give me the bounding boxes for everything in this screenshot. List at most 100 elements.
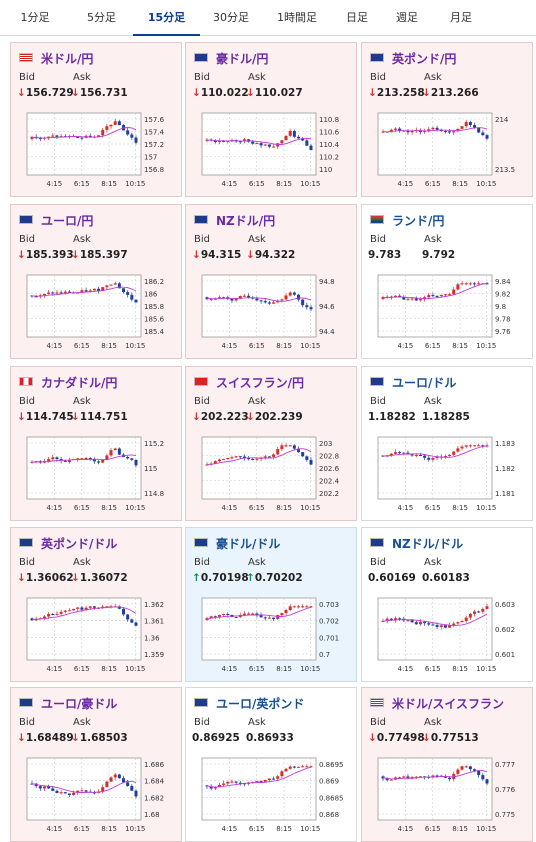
pair-label[interactable]: 豪ドル/ドル [216, 537, 281, 551]
pair-name[interactable]: NZドル/ドル [370, 535, 463, 551]
currency-card[interactable]: ユーロ/豪ドル Bid Ask ↓1.68489 ↓1.68503 1.686 1.684 1… [10, 687, 182, 842]
down-arrow-icon: ↓ [368, 87, 377, 99]
pair-name[interactable]: ユーロ/円 [19, 212, 93, 228]
bid-value: 0.86925 [192, 732, 240, 744]
bid-label: Bid [19, 557, 35, 568]
candle-body [468, 283, 472, 285]
x-tick-label: 8:15 [452, 180, 468, 188]
pair-name[interactable]: 米ドル/スイスフラン [370, 695, 504, 711]
candle-body [381, 131, 385, 133]
x-tick-label: 8:15 [276, 180, 292, 188]
pair-label[interactable]: スイスフラン/円 [216, 376, 305, 390]
down-arrow-icon: ↓ [246, 87, 255, 99]
pair-label[interactable]: 英ポンド/円 [392, 52, 457, 66]
tab-3[interactable]: 30分足 [213, 11, 249, 24]
pair-label[interactable]: 英ポンド/ドル [41, 537, 118, 551]
candle-body [209, 299, 213, 301]
candle-body [105, 606, 109, 608]
candle-body [398, 128, 402, 131]
pair-label[interactable]: NZドル/ドル [392, 537, 464, 551]
pair-name[interactable]: 英ポンド/円 [370, 50, 456, 66]
y-tick-label: 110.2 [319, 154, 339, 162]
candle-body [473, 283, 477, 285]
moving-average-line [382, 283, 488, 300]
candle-body [301, 606, 305, 608]
tab-7[interactable]: 月足 [450, 11, 472, 24]
pair-name[interactable]: NZドル/円 [194, 212, 275, 228]
pair-label[interactable]: ユーロ/豪ドル [41, 697, 118, 711]
currency-card[interactable]: 米ドル/円 Bid Ask ↓156.729 ↓156.731 157.6 157.4 157… [10, 42, 182, 197]
nz-flag-icon [194, 215, 208, 224]
currency-card[interactable]: NZドル/ドル Bid Ask 0.60169 0.60183 0.603 0.602 0.6… [361, 527, 533, 682]
y-tick-label: 157 [144, 154, 157, 162]
pair-name[interactable]: 米ドル/円 [19, 50, 93, 66]
currency-card[interactable]: NZドル/円 Bid Ask ↓94.315 ↓94.322 94.8 94.6 94.4 4:… [185, 204, 357, 359]
currency-card[interactable]: 英ポンド/円 Bid Ask ↓213.258 ↓213.266 214 213.5 4:15… [361, 42, 533, 197]
price-text: 213.258 [376, 87, 425, 99]
za-flag-icon [370, 215, 384, 224]
currency-card[interactable]: カナダドル/円 Bid Ask ↓114.745 ↓114.751 115.2 115 114… [10, 366, 182, 521]
candle-body [88, 457, 92, 460]
candle-body [435, 625, 439, 627]
candle-body [443, 625, 447, 628]
tab-0[interactable]: 1分足 [20, 11, 50, 24]
tab-1[interactable]: 5分足 [87, 11, 116, 24]
candle-body [63, 792, 67, 794]
y-tick-label: 186.2 [144, 278, 164, 286]
pair-label[interactable]: NZドル/円 [216, 214, 276, 228]
pair-name[interactable]: カナダドル/円 [19, 374, 117, 390]
candle-body [292, 292, 296, 295]
tab-6[interactable]: 週足 [396, 11, 418, 24]
pair-name[interactable]: 英ポンド/ドル [19, 535, 117, 551]
candle-body [464, 122, 468, 127]
candle-body [42, 293, 46, 296]
currency-card[interactable]: 英ポンド/ドル Bid Ask ↓1.36062 ↓1.36072 1.362 1.361 1… [10, 527, 182, 682]
pair-label[interactable]: ユーロ/英ポンド [216, 697, 305, 711]
candle-body [284, 445, 288, 447]
pair-name[interactable]: ユーロ/豪ドル [19, 695, 117, 711]
price-text: 0.77513 [430, 732, 479, 744]
candle-body [63, 291, 67, 294]
tab-4[interactable]: 1時間足 [277, 11, 317, 24]
pair-label[interactable]: カナダドル/円 [41, 376, 118, 390]
tab-2[interactable]: 15分足 [133, 0, 200, 36]
candle-body [410, 130, 414, 133]
y-tick-label: 202.8 [319, 453, 339, 461]
currency-card[interactable]: 豪ドル/円 Bid Ask ↓110.022 ↓110.027 110.8 110.6 110… [185, 42, 357, 197]
x-tick-label: 8:15 [276, 665, 292, 673]
pair-label[interactable]: 米ドル/スイスフラン [392, 697, 505, 711]
pair-name[interactable]: 豪ドル/円 [194, 50, 268, 66]
pair-name[interactable]: ランド/円 [370, 212, 444, 228]
moving-average-line [31, 780, 137, 793]
bid-value: ↓94.315 [192, 249, 241, 261]
tab-5[interactable]: 日足 [346, 11, 368, 24]
pair-label[interactable]: 豪ドル/円 [216, 52, 269, 66]
candle-body [51, 788, 55, 791]
pair-name[interactable]: スイスフラン/円 [194, 374, 304, 390]
pair-name[interactable]: ユーロ/英ポンド [194, 695, 304, 711]
currency-card[interactable]: スイスフラン/円 Bid Ask ↓202.223 ↓202.239 203 202.8 20… [185, 366, 357, 521]
currency-card[interactable]: ユーロ/英ポンド Bid Ask 0.86925 0.86933 0.8695 0.869 0… [185, 687, 357, 842]
pair-label[interactable]: ユーロ/円 [41, 214, 94, 228]
currency-card[interactable]: ユーロ/円 Bid Ask ↓185.393 ↓185.397 186.2 186 185.8… [10, 204, 182, 359]
pair-name[interactable]: ユーロ/ドル [370, 374, 456, 390]
bid-value: ↓202.223 [192, 411, 249, 423]
pair-name[interactable]: 豪ドル/ドル [194, 535, 280, 551]
currency-card[interactable]: ユーロ/ドル Bid Ask 1.18282 1.18285 1.183 1.182 1.18… [361, 366, 533, 521]
candle-body [67, 459, 71, 462]
currency-card[interactable]: ランド/円 Bid Ask 9.783 9.792 9.84 9.82 9.8 9.78 9.76… [361, 204, 533, 359]
x-tick-label: 4:15 [46, 665, 62, 673]
pair-label[interactable]: ランド/円 [392, 214, 445, 228]
down-arrow-icon: ↓ [71, 411, 80, 423]
ask-label: Ask [424, 557, 442, 568]
candle-body [402, 452, 406, 454]
pair-label[interactable]: ユーロ/ドル [392, 376, 457, 390]
currency-card[interactable]: 豪ドル/ドル Bid Ask ↑0.70198 ↑0.70202 0.703 0.702 0.… [185, 527, 357, 682]
pair-label[interactable]: 米ドル/円 [41, 52, 94, 66]
y-tick-label: 0.777 [495, 761, 515, 769]
candle-body [213, 616, 217, 618]
candle-body [101, 606, 105, 608]
candle-body [263, 144, 267, 146]
currency-card[interactable]: 米ドル/スイスフラン Bid Ask ↓0.77498 ↓0.77513 0.777 0.7… [361, 687, 533, 842]
bid-label: Bid [370, 717, 386, 728]
